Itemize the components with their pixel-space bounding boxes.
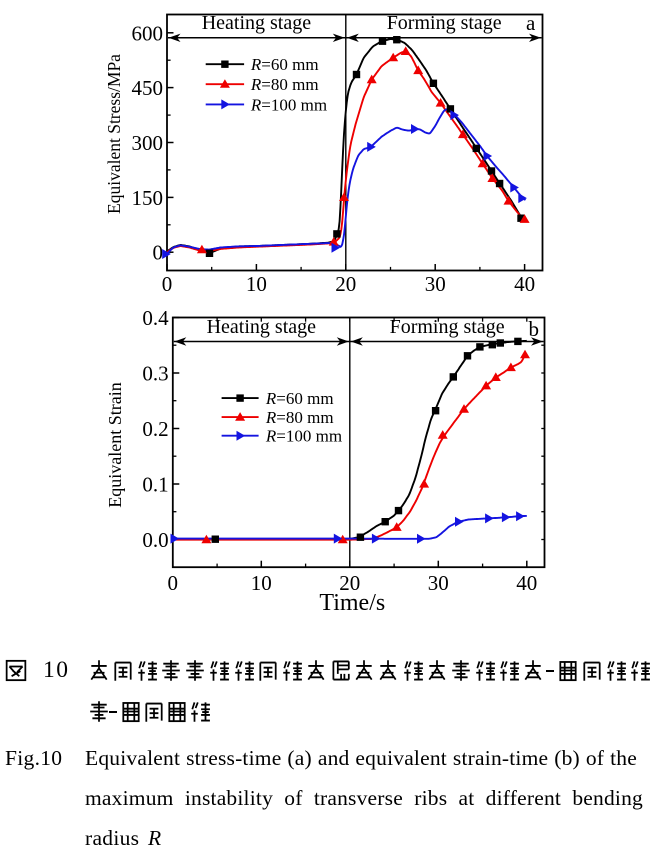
svg-text:a: a [526, 11, 536, 35]
svg-text:Heating stage: Heating stage [202, 12, 312, 34]
svg-text:10: 10 [246, 272, 267, 296]
svg-text:0: 0 [162, 272, 173, 296]
svg-text:0.0: 0.0 [142, 528, 168, 552]
svg-text:0.4: 0.4 [142, 306, 169, 330]
svg-text:30: 30 [425, 272, 446, 296]
svg-text:0: 0 [168, 571, 179, 595]
svg-text:10: 10 [251, 571, 272, 595]
svg-text:600: 600 [132, 21, 164, 45]
svg-text:40: 40 [514, 272, 535, 296]
svg-text:Equivalent Stress/MPa: Equivalent Stress/MPa [104, 54, 124, 214]
svg-text:20: 20 [339, 571, 360, 595]
svg-text:b: b [529, 317, 540, 341]
svg-text:30: 30 [428, 571, 449, 595]
svg-text:40: 40 [516, 571, 537, 595]
svg-text:20: 20 [335, 272, 356, 296]
svg-text:Heating stage: Heating stage [207, 316, 317, 338]
svg-text:0.3: 0.3 [142, 362, 168, 386]
svg-text:150: 150 [132, 186, 164, 210]
svg-text:300: 300 [132, 131, 164, 155]
svg-text:Time/s: Time/s [319, 590, 385, 616]
svg-text:Equivalent Strain: Equivalent Strain [105, 382, 125, 507]
svg-text:R=100 mm: R=100 mm [265, 427, 342, 446]
svg-text:Forming stage: Forming stage [390, 316, 505, 338]
svg-text:R=60 mm: R=60 mm [250, 55, 319, 74]
svg-text:R=100 mm: R=100 mm [250, 95, 327, 114]
svg-text:450: 450 [132, 76, 164, 100]
svg-text:R=80 mm: R=80 mm [265, 408, 334, 427]
svg-text:R=60 mm: R=60 mm [265, 389, 334, 408]
svg-text:0.1: 0.1 [142, 473, 168, 497]
svg-text:Forming stage: Forming stage [387, 12, 502, 34]
svg-text:0.2: 0.2 [142, 417, 168, 441]
svg-text:0: 0 [153, 241, 164, 265]
svg-text:R=80 mm: R=80 mm [250, 75, 319, 94]
